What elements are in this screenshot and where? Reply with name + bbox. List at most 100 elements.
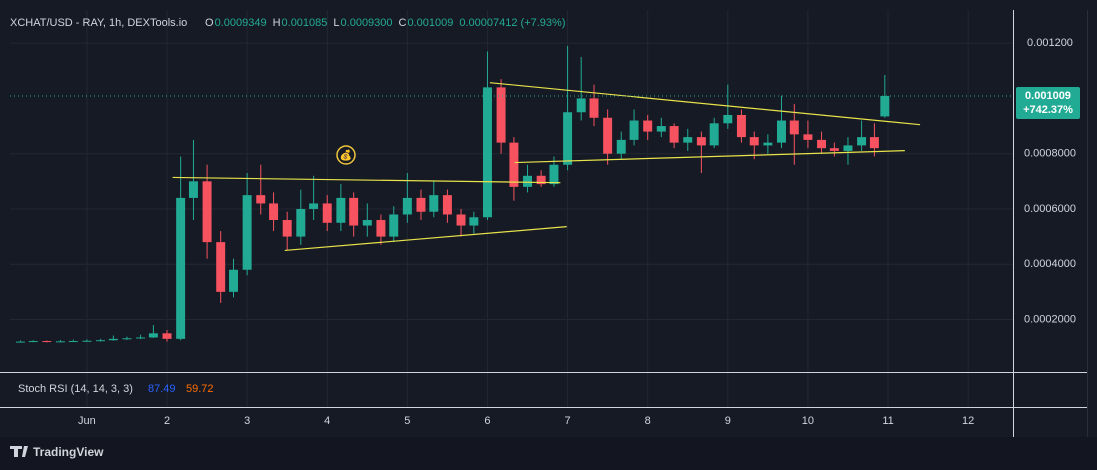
candle-body [188,181,198,198]
x-tick-label: 9 [725,415,731,427]
y-tick-label: 0.0008000 [1024,148,1076,160]
candle-body [482,87,492,218]
candle-body [456,214,466,226]
candle-body [282,220,292,237]
trendline [489,82,921,126]
candle-body [523,175,533,187]
candle-body [603,117,613,154]
price-tag-change: +742.37% [1023,104,1073,116]
candle-body [843,145,853,151]
candle-body [817,139,827,149]
candle-body [549,164,559,185]
y-tick-label: 0.0006000 [1024,203,1076,215]
candle-body [269,203,279,221]
trendline [284,226,567,252]
x-tick-label: 12 [962,415,974,427]
candle-body [349,197,359,226]
candle-body [82,340,92,342]
ohlc-key: H [273,17,281,29]
candle-body [28,341,38,343]
brand: TradingView [33,445,104,459]
candle-body [202,181,212,243]
trendline [172,176,561,184]
candle-body [469,217,479,226]
x-tick-label: 6 [484,415,490,427]
price-tag-value: 0.001009 [1025,90,1071,102]
change-label: 0.00007412 (+7.93%) [459,17,565,29]
candle-body [15,341,25,343]
candle-body [336,197,346,223]
candle-body [176,197,186,339]
x-tick-label: 3 [244,415,250,427]
candle-body [723,115,733,124]
candle-body [148,333,158,338]
candle-body [763,142,773,146]
trendline [514,150,905,164]
candle-body [749,137,759,146]
candle-body [256,195,266,204]
ohlc-value: 0.0009300 [341,17,393,29]
candle-body [829,148,839,151]
candle-body [309,203,319,209]
x-tick-label: 2 [164,415,170,427]
x-tick-label: 5 [404,415,410,427]
x-tick-label: 7 [565,415,571,427]
candle-body [229,269,238,292]
candle-body [322,203,332,223]
candle-body [496,87,506,143]
candle-body [696,137,706,146]
candle-body [389,214,399,237]
candle-body [643,120,653,132]
indicator-d: 59.72 [186,383,214,395]
candle-body [362,220,372,226]
candle-body [108,338,118,341]
y-tick-label: 0.0004000 [1024,258,1076,270]
x-tick-label: 8 [645,415,651,427]
ohlc-key: L [333,17,339,29]
candle-body [416,197,426,212]
candle-body [376,220,386,237]
candle-body [216,242,226,292]
candle-body [789,120,799,135]
candle-body [803,134,813,140]
ohlc-value: 0.001009 [407,17,453,29]
candle-body [880,95,890,117]
candle-body [136,337,146,339]
candle-body [122,338,132,340]
x-tick-label: Jun [78,415,96,427]
indicator-name: Stoch RSI (14, 14, 3, 3) [18,383,133,395]
ohlc-key: O [205,17,214,29]
ohlc-key: C [399,17,407,29]
candle-body [296,208,306,237]
candle-body [683,137,693,143]
candle-body [442,195,452,215]
candle-body [162,333,172,339]
y-tick-label: 0.001200 [1027,37,1073,49]
candle-body [629,120,639,140]
y-tick-label: 0.0002000 [1024,313,1076,325]
event-icon-glyph: 💰 [340,149,352,162]
candle-body [429,195,439,212]
candle-body [869,137,879,149]
footer-bar [0,437,1097,470]
candle-body [616,139,626,154]
candle-body [402,197,412,215]
ohlc-value: 0.001085 [282,17,328,29]
candle-body [776,120,786,143]
candle-body [42,341,52,343]
candle-body [96,340,106,342]
candle-body [656,126,666,132]
candle-body [536,175,546,185]
candle-body [736,115,746,138]
candle-body [576,98,586,113]
candle-body [509,142,519,187]
chart-title: XCHAT/USD - RAY, 1h, DEXTools.io [10,17,187,29]
candle-body [68,341,78,343]
candle-body [709,123,719,146]
candle-body [55,341,65,343]
x-tick-label: 11 [882,415,893,427]
event-icon[interactable] [336,145,356,165]
